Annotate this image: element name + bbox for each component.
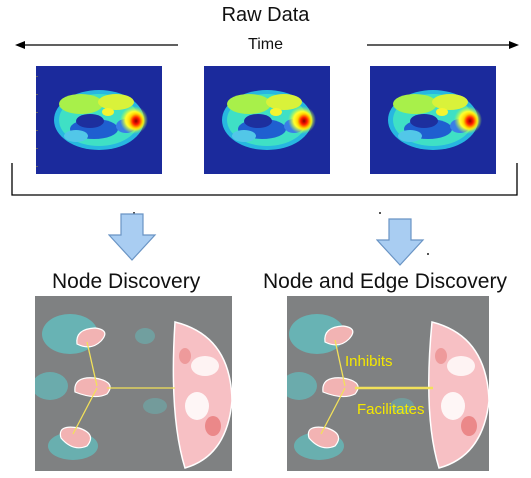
node-discovery-title: Node Discovery — [52, 270, 201, 293]
node-discovery-image — [35, 296, 232, 471]
raw-data-bracket — [11, 163, 518, 196]
edges — [320, 339, 433, 435]
time-arrow-left — [15, 41, 178, 49]
brain-scan-1 — [36, 66, 162, 174]
edges — [72, 341, 175, 435]
time-arrow-right — [367, 41, 519, 49]
node-bottom — [59, 426, 92, 449]
node-middle — [322, 377, 359, 398]
brain-scan-2 — [204, 66, 330, 174]
node-edge-discovery-image: Inhibits Facilitates — [287, 296, 489, 471]
node-top — [76, 327, 106, 348]
time-axis-label: Time — [248, 36, 283, 53]
node-edge-discovery-title: Node and Edge Discovery — [263, 270, 507, 293]
node-top — [324, 325, 354, 346]
down-arrow-icon — [376, 218, 425, 266]
brain-scan-3 — [370, 66, 496, 174]
node-bottom — [307, 426, 340, 449]
edge-label-inhibits: Inhibits — [345, 353, 393, 370]
edge-label-facilitates: Facilitates — [357, 401, 425, 418]
down-arrow-icon — [108, 213, 157, 261]
page-title: Raw Data — [221, 4, 310, 26]
node-middle — [74, 377, 111, 398]
